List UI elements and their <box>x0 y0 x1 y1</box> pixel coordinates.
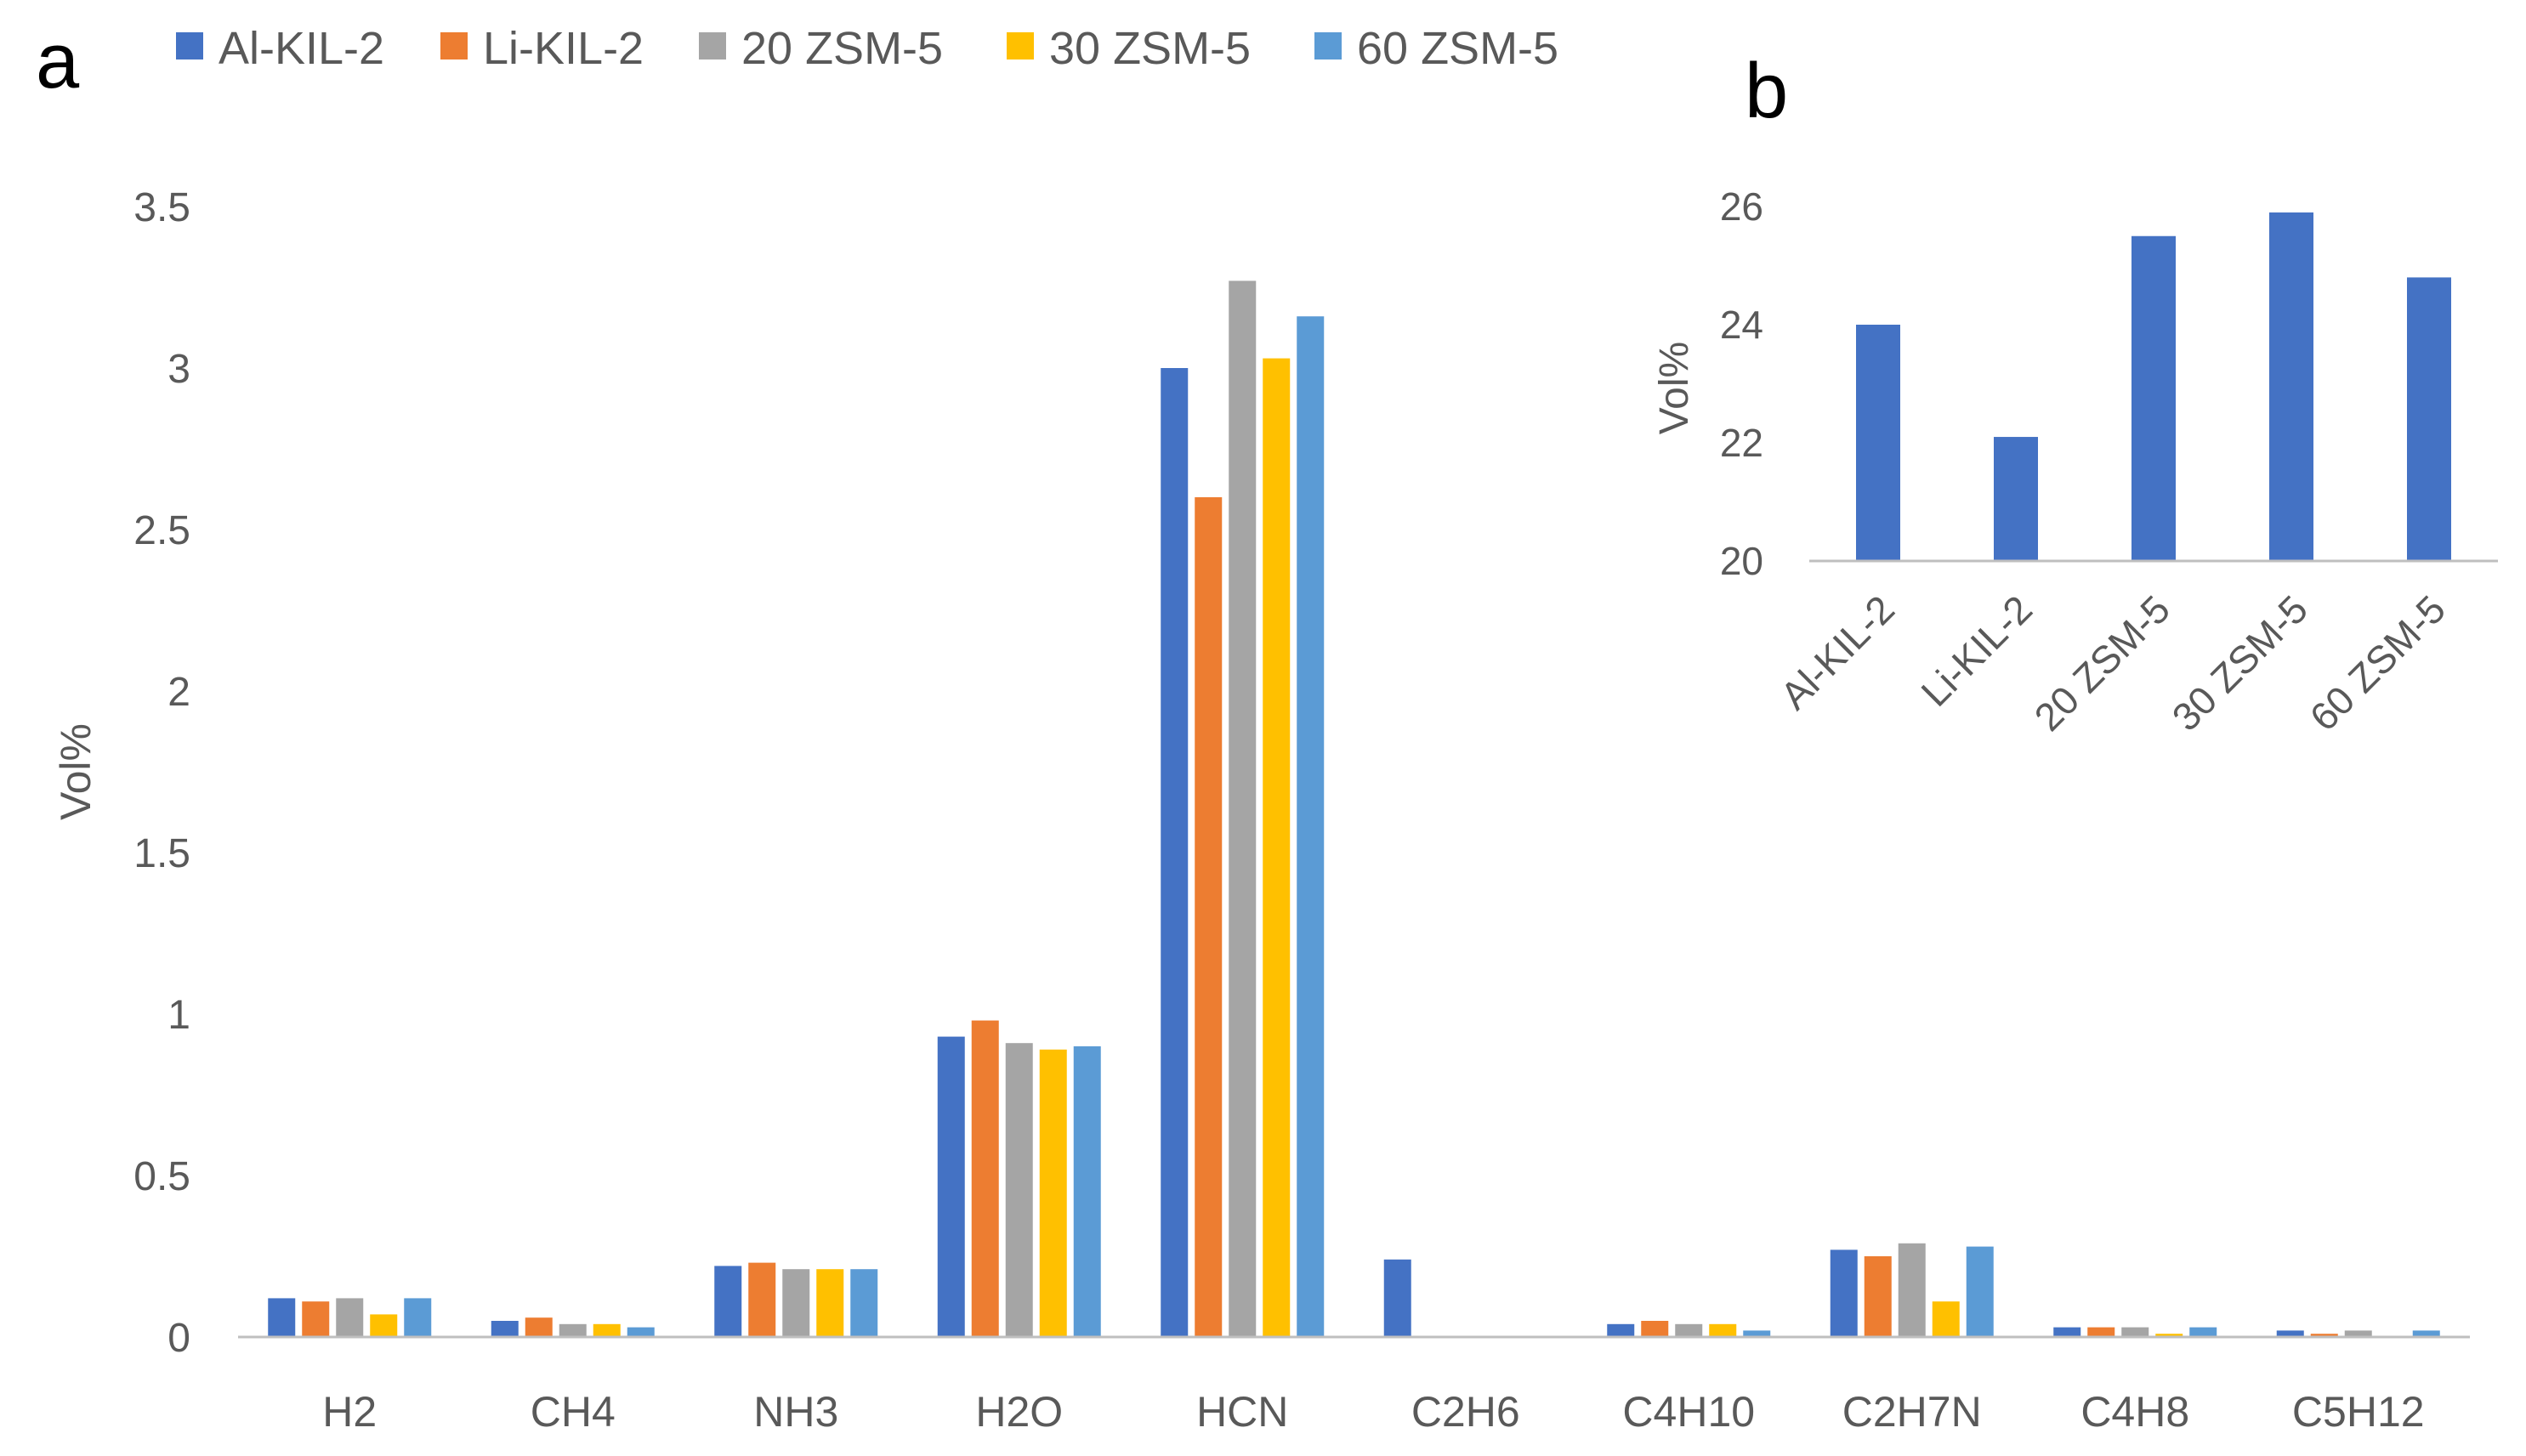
bar <box>2189 1327 2217 1337</box>
bar <box>491 1321 519 1337</box>
y-tick-label: 0 <box>167 1316 190 1361</box>
y-tick-label: 3 <box>167 347 190 392</box>
bar <box>1229 280 1257 1337</box>
bar <box>782 1269 810 1337</box>
bar <box>1073 1046 1101 1337</box>
legend-swatch <box>1007 32 1034 59</box>
x-tick-label: H2 <box>322 1388 377 1436</box>
inset-y-tick-label: 20 <box>1720 539 1763 583</box>
inset-bar <box>1856 325 1900 561</box>
inset-y-tick-label: 22 <box>1720 421 1763 465</box>
inset-x-tick-label: 20 ZSM-5 <box>2025 586 2178 739</box>
bar <box>1161 368 1189 1337</box>
bar <box>1864 1256 1892 1337</box>
inset-y-tick-label: 24 <box>1720 303 1763 347</box>
y-axis-label: Vol% <box>52 723 99 820</box>
legend-swatch <box>1314 32 1342 59</box>
y-tick-label: 2.5 <box>133 508 190 553</box>
legend: Al-KIL-2 Li-KIL-2 20 ZSM-5 30 ZSM-5 60 ZSM-5 <box>176 23 1558 74</box>
legend-label: Li-KIL-2 <box>483 23 644 74</box>
inset-x-tick-label: Li-KIL-2 <box>1912 586 2041 715</box>
legend-label: 30 ZSM-5 <box>1049 23 1251 74</box>
bar <box>971 1020 999 1337</box>
x-tick-label: C4H10 <box>1622 1388 1755 1436</box>
bar <box>525 1317 553 1337</box>
chart-b-inset: 20 22 24 26 Vol% Al-KIL-2 Li-KIL-220 ZSM-530 Z… <box>1652 184 2498 739</box>
y-tick-label: 2 <box>167 670 190 715</box>
bar <box>2276 1330 2304 1337</box>
legend-swatch <box>176 32 203 59</box>
bar <box>1297 316 1325 1338</box>
y-tick-label: 1 <box>167 993 190 1038</box>
x-tick-label: HCN <box>1196 1388 1288 1436</box>
bar <box>850 1269 878 1337</box>
bar <box>1195 497 1223 1337</box>
y-tick-label: 3.5 <box>133 185 190 230</box>
bar <box>404 1298 432 1337</box>
bar <box>714 1266 742 1337</box>
bar <box>336 1298 364 1337</box>
bar <box>1898 1243 1926 1337</box>
bar <box>748 1262 776 1337</box>
bar <box>2344 1330 2372 1337</box>
bar <box>937 1036 965 1337</box>
inset-y-axis-label: Vol% <box>1652 342 1697 434</box>
x-tick-label: C5H12 <box>2292 1388 2425 1436</box>
bar <box>1607 1323 1635 1337</box>
bar <box>268 1298 296 1337</box>
inset-bar <box>2407 277 2451 561</box>
panel-label-b: b <box>1745 48 1788 134</box>
x-tick-label: C2H6 <box>1411 1388 1520 1436</box>
inset-x-tick-label: Al-KIL-2 <box>1772 586 1903 717</box>
legend-label: 60 ZSM-5 <box>1357 23 1558 74</box>
bar <box>1263 358 1291 1338</box>
legend-swatch <box>699 32 726 59</box>
x-tick-label: NH3 <box>753 1388 838 1436</box>
bar <box>816 1269 844 1337</box>
bar <box>1709 1323 1737 1337</box>
bar <box>1005 1043 1033 1337</box>
chart-a: 0 0.5 1 1.5 2 2.5 3 3.5 Vol% H2 CH4 NH3 H2O HCN C2H6 C4… <box>52 185 2470 1436</box>
inset-bar <box>2269 212 2313 561</box>
x-tick-label: C2H7N <box>1842 1388 1982 1436</box>
bar <box>1743 1330 1771 1337</box>
panel-label-a: a <box>36 18 80 105</box>
inset-x-tick-label: 30 ZSM-5 <box>2163 586 2316 739</box>
legend-label: 20 ZSM-5 <box>741 23 943 74</box>
bar <box>370 1314 398 1337</box>
bar <box>2053 1327 2081 1337</box>
bar <box>2087 1327 2115 1337</box>
bar <box>1932 1301 1960 1337</box>
inset-bar <box>2131 235 2176 561</box>
x-tick-label: H2O <box>975 1388 1063 1436</box>
y-tick-label: 0.5 <box>133 1154 190 1199</box>
inset-y-tick-label: 26 <box>1720 184 1763 229</box>
bar <box>1383 1259 1411 1337</box>
bar <box>559 1323 587 1337</box>
bar <box>2121 1327 2149 1337</box>
bar <box>627 1327 655 1337</box>
x-tick-label: C4H8 <box>2080 1388 2189 1436</box>
x-tick-label: CH4 <box>531 1388 616 1436</box>
bar <box>1039 1049 1067 1337</box>
bar <box>302 1301 330 1337</box>
y-tick-label: 1.5 <box>133 831 190 876</box>
bar <box>1675 1323 1703 1337</box>
bar <box>2412 1330 2440 1337</box>
bar <box>593 1323 621 1337</box>
legend-swatch <box>440 32 468 59</box>
bar <box>1641 1321 1669 1337</box>
inset-x-tick-label: 60 ZSM-5 <box>2301 586 2454 739</box>
bar <box>1966 1246 1994 1337</box>
bar <box>2155 1334 2183 1337</box>
inset-bar <box>1994 437 2038 561</box>
legend-label: Al-KIL-2 <box>219 23 384 74</box>
bar <box>2310 1334 2338 1337</box>
bar <box>1830 1249 1858 1337</box>
